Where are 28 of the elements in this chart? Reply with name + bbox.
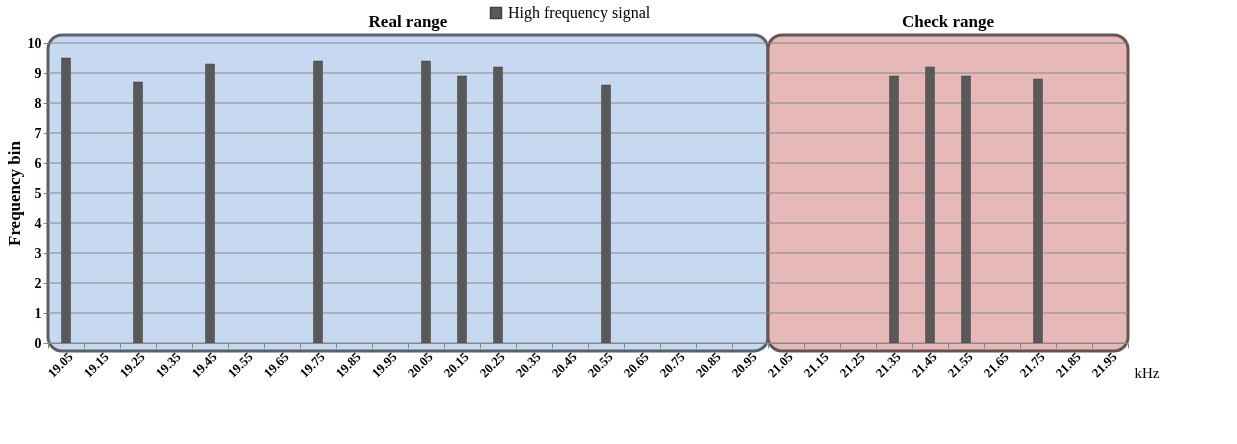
- y-tick-label: 9: [34, 65, 42, 81]
- bar: [961, 75, 971, 344]
- bar: [493, 66, 503, 344]
- y-tick-label: 6: [34, 155, 42, 171]
- bar: [601, 84, 611, 344]
- bar: [205, 63, 215, 344]
- y-tick-label: 1: [34, 305, 42, 321]
- band-label: Check range: [901, 12, 995, 31]
- y-tick-label: 5: [34, 185, 42, 201]
- bar: [61, 57, 71, 344]
- bar: [313, 60, 323, 344]
- band-label: Real range: [368, 12, 448, 31]
- x-axis-title: kHz: [1134, 364, 1160, 381]
- bar: [133, 81, 143, 344]
- y-tick-label: 8: [34, 95, 42, 111]
- bar: [421, 60, 431, 344]
- legend-label: High frequency signal: [508, 4, 651, 22]
- y-axis-title: Frequency bin: [4, 140, 24, 247]
- y-tick-label: 3: [34, 245, 42, 261]
- bar: [457, 75, 467, 344]
- bar: [1033, 78, 1043, 344]
- y-tick-label: 0: [34, 335, 42, 351]
- bar: [925, 66, 935, 344]
- y-tick-label: 4: [34, 215, 42, 231]
- y-tick-label: 7: [34, 125, 42, 141]
- y-tick-label: 2: [34, 275, 42, 291]
- bar: [889, 75, 899, 344]
- y-tick-label: 10: [27, 35, 42, 51]
